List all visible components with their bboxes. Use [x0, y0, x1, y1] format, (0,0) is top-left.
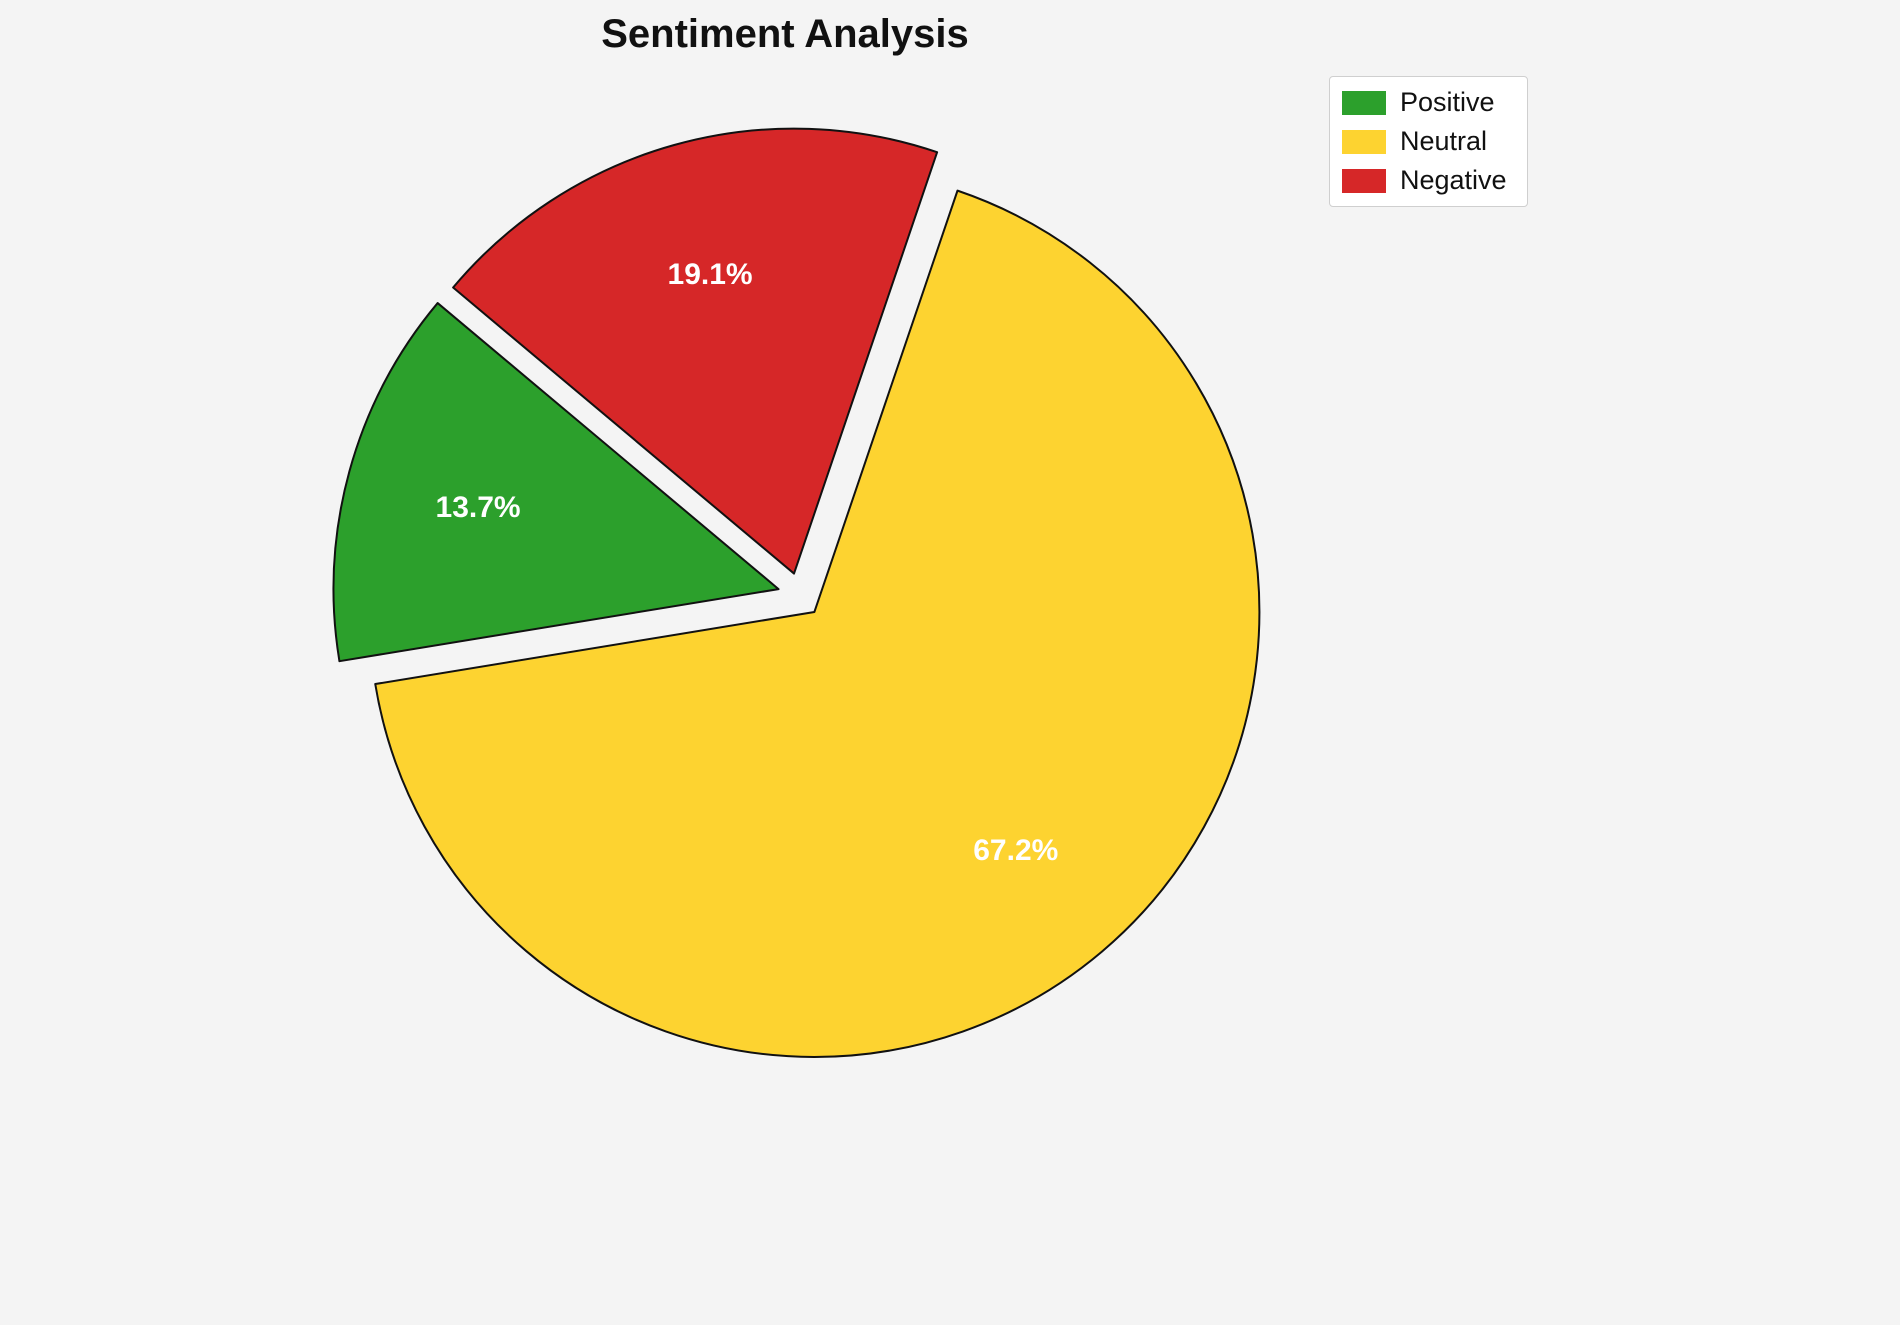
- legend-item-neutral: Neutral: [1342, 128, 1507, 155]
- legend: Positive Neutral Negative: [1329, 76, 1528, 207]
- legend-item-positive: Positive: [1342, 89, 1507, 116]
- pie-slice-neutral: [374, 189, 1261, 1058]
- legend-label-positive: Positive: [1400, 87, 1495, 117]
- pct-label-positive: 13.7%: [436, 491, 521, 524]
- pie-slice-positive: [332, 302, 780, 663]
- legend-label-negative: Negative: [1400, 165, 1507, 195]
- legend-label-neutral: Neutral: [1400, 126, 1488, 156]
- legend-swatch-negative: [1342, 168, 1386, 193]
- chart-title: Sentiment Analysis: [601, 12, 969, 56]
- legend-item-negative: Negative: [1342, 167, 1507, 194]
- pie-slice-negative: [452, 127, 939, 575]
- pct-label-negative: 19.1%: [668, 258, 753, 291]
- pct-label-neutral: 67.2%: [973, 834, 1058, 867]
- legend-swatch-positive: [1342, 90, 1386, 115]
- legend-swatch-neutral: [1342, 129, 1386, 154]
